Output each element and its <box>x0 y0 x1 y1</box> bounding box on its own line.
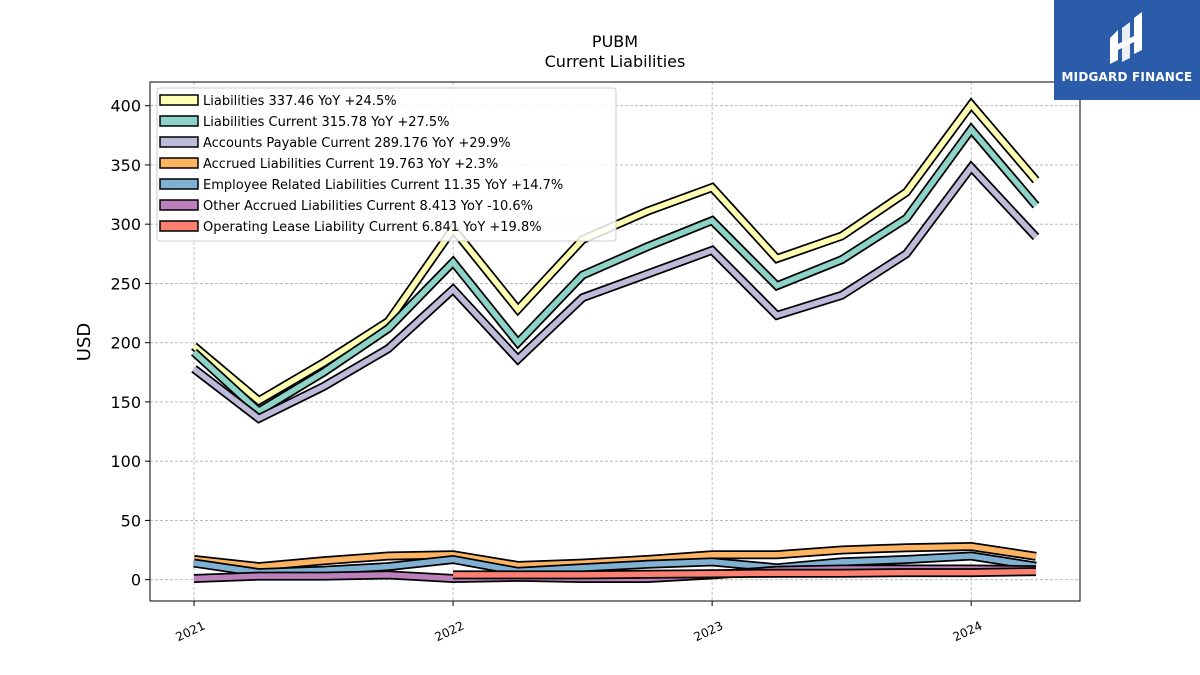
legend-swatch <box>159 157 199 169</box>
x-tick-label: 2021 <box>174 619 208 645</box>
legend-entry-label: Accounts Payable Current 289.176 YoY +29… <box>203 136 511 151</box>
series-group <box>190 97 1040 584</box>
legend: Liabilities 337.46 YoY +24.5% Liabilities… <box>156 87 617 242</box>
legend-swatch <box>159 178 199 190</box>
series-line-accounts-payable-current <box>192 163 1039 422</box>
legend-swatch <box>159 94 199 106</box>
legend-swatch <box>159 115 199 127</box>
y-tick-label: 400 <box>110 97 141 116</box>
y-tick-label: 250 <box>110 274 141 293</box>
legend-swatch <box>159 199 199 211</box>
legend-entry-label: Liabilities 337.46 YoY +24.5% <box>203 94 397 109</box>
y-tick-label: 50 <box>121 511 141 530</box>
series-line-liabilities-current <box>192 124 1039 415</box>
y-tick-label: 150 <box>110 393 141 412</box>
legend-entry-label: Other Accrued Liabilities Current 8.413 … <box>203 199 533 214</box>
x-tick-label: 2024 <box>951 619 985 645</box>
legend-entry-label: Accrued Liabilities Current 19.763 YoY +… <box>203 157 498 172</box>
x-tick-label: 2022 <box>433 619 467 645</box>
series-line-operating-lease-liability-current <box>453 568 1037 578</box>
series-line-accrued-liabilities-current <box>193 543 1037 570</box>
chart-title-group: PUBM Current Liabilities <box>545 32 686 71</box>
series-line-employee-related-liabilities-current <box>193 553 1037 576</box>
y-tick-label: 350 <box>110 156 141 175</box>
y-axis-label: USD <box>74 323 95 361</box>
legend-swatch <box>159 220 199 232</box>
plot-frame <box>149 81 1081 602</box>
legend-entry-label: Employee Related Liabilities Current 11.… <box>203 178 563 193</box>
midgard-finance-logo: MIDGARD FINANCE <box>1054 0 1200 100</box>
logo-mark-icon <box>1110 12 1142 64</box>
legend-entry-label: Operating Lease Liability Current 6.841 … <box>203 220 542 235</box>
chart-subtitle: Current Liabilities <box>545 52 686 71</box>
x-axis-ticks: 2021 2022 2023 2024 <box>174 601 985 645</box>
y-tick-label: 200 <box>110 334 141 353</box>
y-axis-ticks: 0 50 100 150 200 250 300 350 400 <box>110 97 150 590</box>
logo-text: MIDGARD FINANCE <box>1061 70 1193 84</box>
y-tick-label: 100 <box>110 452 141 471</box>
x-tick-label: 2023 <box>692 619 726 645</box>
y-tick-label: 0 <box>131 571 141 590</box>
legend-swatch <box>159 136 199 148</box>
legend-entry-label: Liabilities Current 315.78 YoY +27.5% <box>203 115 450 130</box>
legend-box <box>156 87 617 242</box>
chart-title: PUBM <box>592 32 638 51</box>
y-tick-label: 300 <box>110 215 141 234</box>
